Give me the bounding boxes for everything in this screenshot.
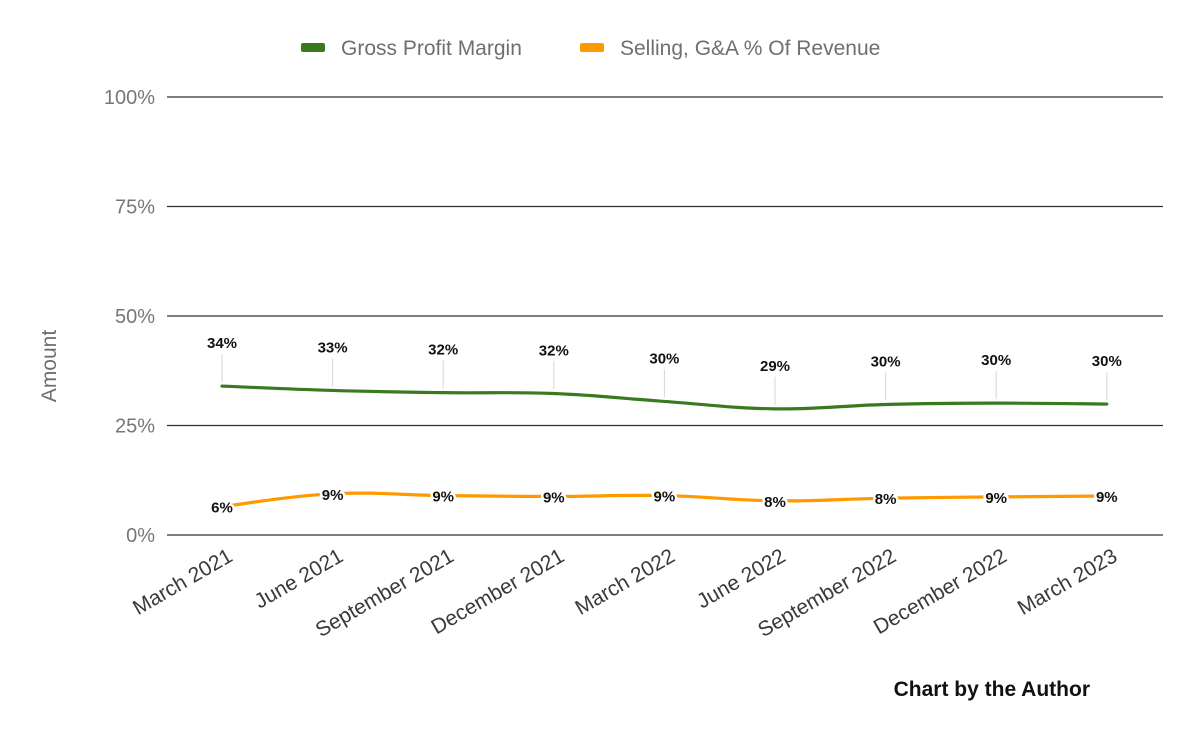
- gross-margin-data-label: 32%: [428, 342, 458, 359]
- legend-swatch-gross-profit: [301, 43, 325, 52]
- y-axis-label: Amount: [38, 330, 61, 403]
- y-tick-label: 100%: [104, 87, 155, 109]
- x-tick-label: March 2022: [571, 544, 679, 619]
- x-tick-label: March 2021: [129, 544, 237, 619]
- sga-data-label: 9%: [1096, 489, 1118, 506]
- gridlines: [167, 96, 1163, 536]
- y-tick-label: 75%: [115, 197, 155, 219]
- sga-revenue-line: [220, 491, 1109, 509]
- sga-data-label: 9%: [322, 487, 344, 504]
- data-label-leaders: [221, 354, 1108, 405]
- legend-swatch-sga: [580, 43, 604, 52]
- gross-margin-data-label: 33%: [318, 339, 348, 356]
- y-tick-label: 0%: [126, 525, 155, 547]
- gross-margin-data-label: 30%: [649, 350, 679, 367]
- y-axis-ticks: 0% 25% 50% 75% 100%: [104, 87, 155, 547]
- sga-data-label: 9%: [985, 490, 1007, 507]
- x-tick-label: June 2021: [251, 544, 347, 613]
- sga-data-label: 9%: [654, 489, 676, 506]
- series-lines: [220, 384, 1109, 509]
- gross-margin-data-label: 29%: [760, 358, 790, 375]
- sga-data-label: 8%: [875, 491, 897, 508]
- legend: Gross Profit Margin Selling, G&A % Of Rev…: [301, 37, 880, 60]
- sga-data-label: 8%: [764, 494, 786, 511]
- gross-margin-data-label: 30%: [1092, 353, 1122, 370]
- legend-label-gross-profit: Gross Profit Margin: [341, 37, 522, 60]
- gross-profit-margin-line: [220, 384, 1109, 411]
- gross-margin-data-label: 32%: [539, 343, 569, 360]
- sga-data-label: 9%: [543, 489, 565, 506]
- data-labels: 34% 33% 32% 32% 30% 29% 30% 30% 30% 6% 9% 9% 9% 9% 8% 8…: [207, 335, 1122, 519]
- gross-margin-data-label: 30%: [981, 352, 1011, 369]
- y-tick-label: 25%: [115, 416, 155, 438]
- gross-margin-data-label: 30%: [871, 353, 901, 370]
- legend-label-sga: Selling, G&A % Of Revenue: [620, 37, 880, 60]
- x-tick-label: June 2022: [693, 544, 789, 613]
- y-tick-label: 50%: [115, 306, 155, 328]
- sga-data-label: 9%: [432, 489, 454, 506]
- gross-margin-data-label: 34%: [207, 335, 237, 352]
- sga-data-label: 6%: [211, 500, 233, 517]
- chart-credit: Chart by the Author: [893, 678, 1090, 701]
- x-tick-label: March 2023: [1014, 544, 1122, 619]
